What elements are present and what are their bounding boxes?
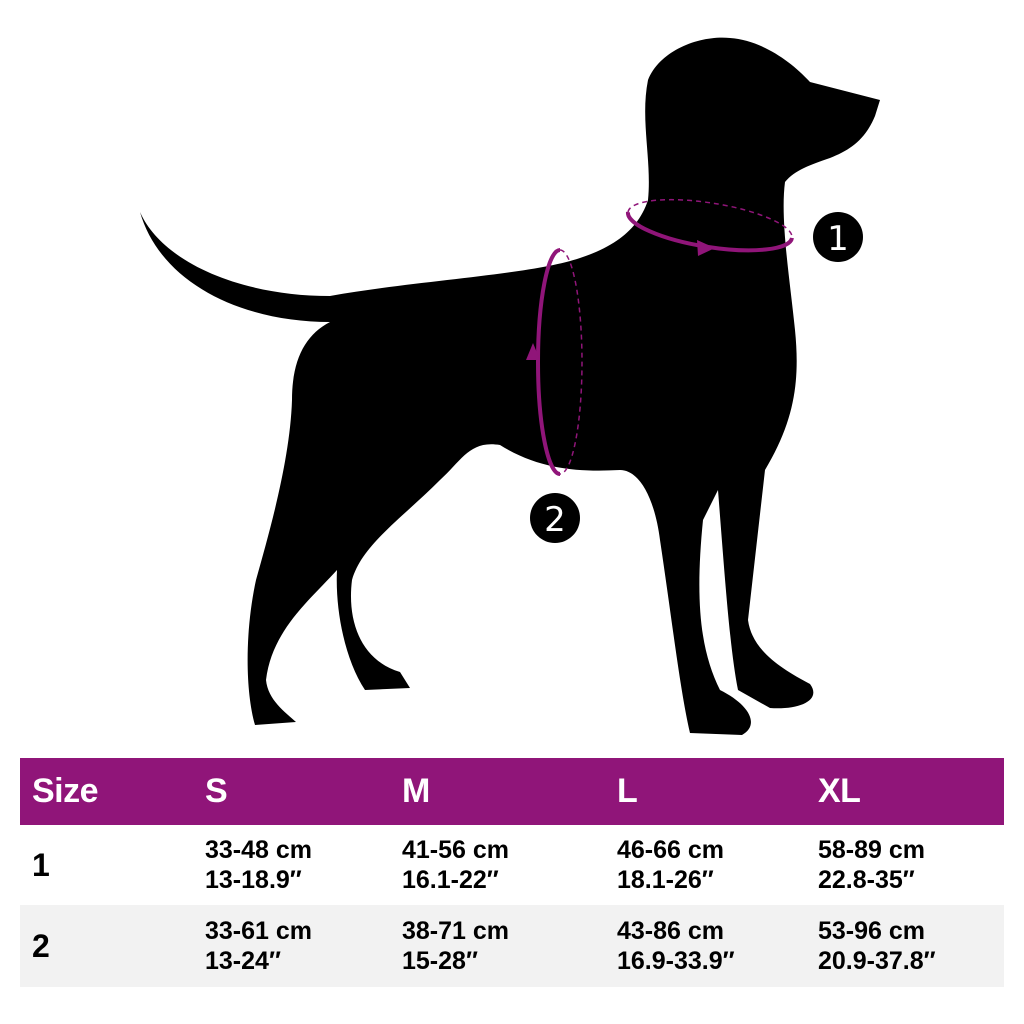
table-cell: 46-66 cm 18.1-26″ <box>617 825 724 905</box>
cm-value: 33-48 cm <box>205 836 313 864</box>
svg-text:2: 2 <box>544 500 566 540</box>
table-header: Size S M L XL <box>20 758 1004 825</box>
table-row: 2 33-61 cm 13-24″ 38-71 cm 15-28″ 43-86 cm… <box>20 905 1004 987</box>
inch-value: 16.9-33.9″ <box>617 947 735 975</box>
svg-text:1: 1 <box>827 219 849 259</box>
table-cell: 33-61 cm 13-24″ <box>205 905 312 987</box>
header-s: S <box>205 772 228 810</box>
dog-silhouette <box>140 37 880 736</box>
cm-value: 33-61 cm <box>205 917 313 945</box>
row-label: 2 <box>32 927 50 964</box>
size-table: Size S M L XL 1 33-48 cm 13-18.9″ 41-56 c… <box>20 758 1004 987</box>
header-m: M <box>402 772 430 810</box>
table-row: 1 33-48 cm 13-18.9″ 41-56 cm 16.1-22″ 46-6… <box>20 825 1004 905</box>
cm-value: 43-86 cm <box>617 917 725 945</box>
inch-value: 18.1-26″ <box>617 866 714 894</box>
chest-measure-loop <box>536 248 583 476</box>
header-xl: XL <box>818 772 861 810</box>
header-l: L <box>617 772 638 810</box>
inch-value: 13-18.9″ <box>205 866 302 894</box>
table-cell: 53-96 cm 20.9-37.8″ <box>818 905 936 987</box>
cm-value: 46-66 cm <box>617 836 725 864</box>
inch-value: 13-24″ <box>205 947 281 975</box>
inch-value: 20.9-37.8″ <box>818 947 936 975</box>
cm-value: 38-71 cm <box>402 917 510 945</box>
marker-2: 2 <box>530 493 580 543</box>
cm-value: 41-56 cm <box>402 836 510 864</box>
table-cell: 58-89 cm 22.8-35″ <box>818 825 925 905</box>
header-size: Size <box>32 772 99 810</box>
arrow-right-icon <box>697 240 715 256</box>
marker-1: 1 <box>813 212 863 262</box>
table-cell: 33-48 cm 13-18.9″ <box>205 825 312 905</box>
inch-value: 22.8-35″ <box>818 866 915 894</box>
inch-value: 16.1-22″ <box>402 866 499 894</box>
table-cell: 43-86 cm 16.9-33.9″ <box>617 905 735 987</box>
cm-value: 53-96 cm <box>818 917 926 945</box>
arrow-up-icon <box>526 343 540 360</box>
row-label: 1 <box>32 846 50 883</box>
inch-value: 15-28″ <box>402 947 478 975</box>
table-cell: 38-71 cm 15-28″ <box>402 905 509 987</box>
dog-illustration: 1 2 <box>140 37 880 736</box>
table-cell: 41-56 cm 16.1-22″ <box>402 825 509 905</box>
cm-value: 58-89 cm <box>818 836 926 864</box>
